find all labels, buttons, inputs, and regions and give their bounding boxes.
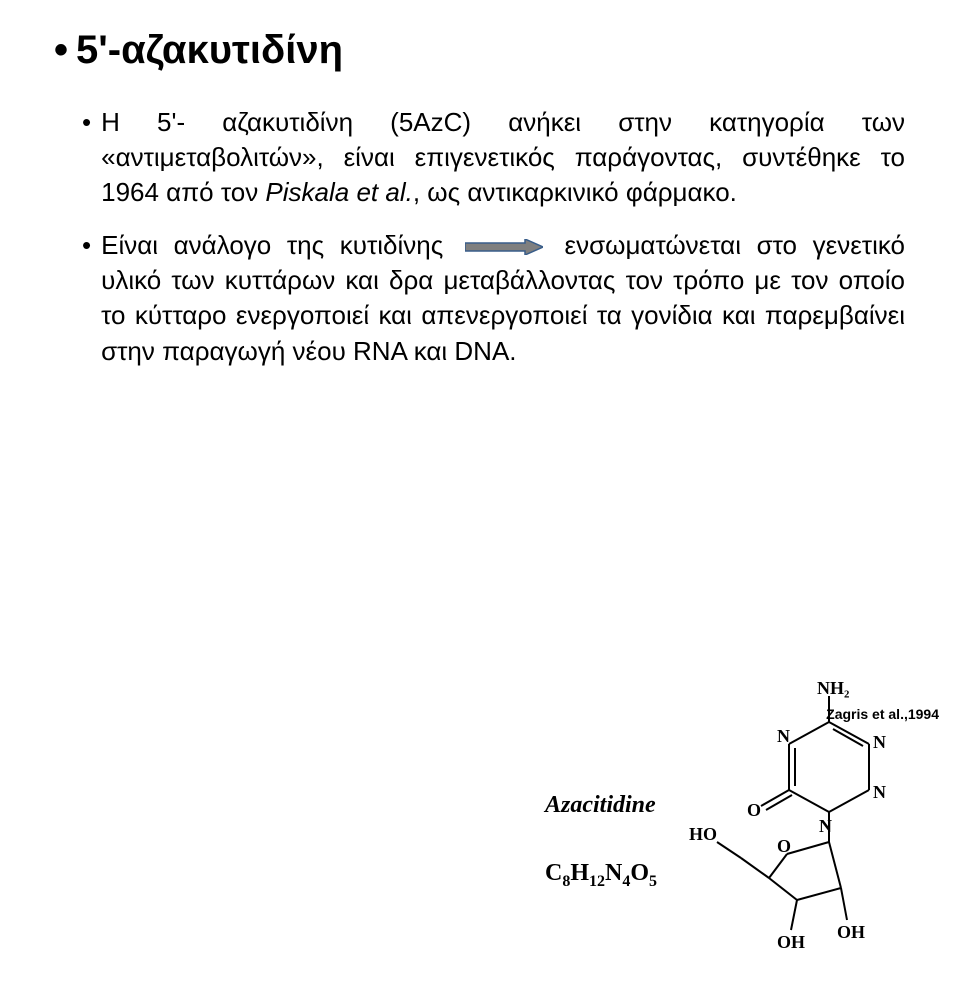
label-n: N xyxy=(873,782,886,802)
label-o: O xyxy=(777,836,791,856)
title-text: 5'-αζακυτιδίνη xyxy=(76,28,343,72)
para1-italic: Piskala et al. xyxy=(265,177,412,207)
para2: Είναι ανάλογο της κυτιδίνης ενσωματώνετα… xyxy=(101,228,905,368)
label-n: N xyxy=(873,732,886,752)
para2-row: • Είναι ανάλογο της κυτιδίνης ενσωματώνε… xyxy=(82,228,905,368)
chem-formula: C8H12N4O5 xyxy=(545,860,657,891)
citation: Zagris et al.,1994 xyxy=(826,706,939,722)
page-title: •5'-αζακυτιδίνη xyxy=(54,28,905,73)
para2-before: Είναι ανάλογο της κυτιδίνης xyxy=(101,230,443,260)
chem-structure-icon: NH₂ N N N N O O HO OH OH xyxy=(669,682,889,982)
label-oh: OH xyxy=(777,932,805,952)
bullet-icon: • xyxy=(82,109,91,135)
para1: Η 5'- αζακυτιδίνη (5AzC) ανήκει στην κατ… xyxy=(101,105,905,210)
label-o: O xyxy=(747,800,761,820)
bullet-icon: • xyxy=(82,232,91,258)
title-bullet: • xyxy=(54,28,68,72)
para1-after: , ως αντικαρκινικό φάρμακο. xyxy=(413,177,737,207)
label-nh2: NH₂ xyxy=(817,682,849,698)
chem-name: Azacitidine xyxy=(545,792,656,819)
para1-row: • Η 5'- αζακυτιδίνη (5AzC) ανήκει στην κ… xyxy=(82,105,905,210)
label-n: N xyxy=(777,726,790,746)
label-oh: OH xyxy=(837,922,865,942)
label-n: N xyxy=(819,816,832,836)
arrow-icon xyxy=(465,239,543,255)
label-ho: HO xyxy=(689,824,717,844)
